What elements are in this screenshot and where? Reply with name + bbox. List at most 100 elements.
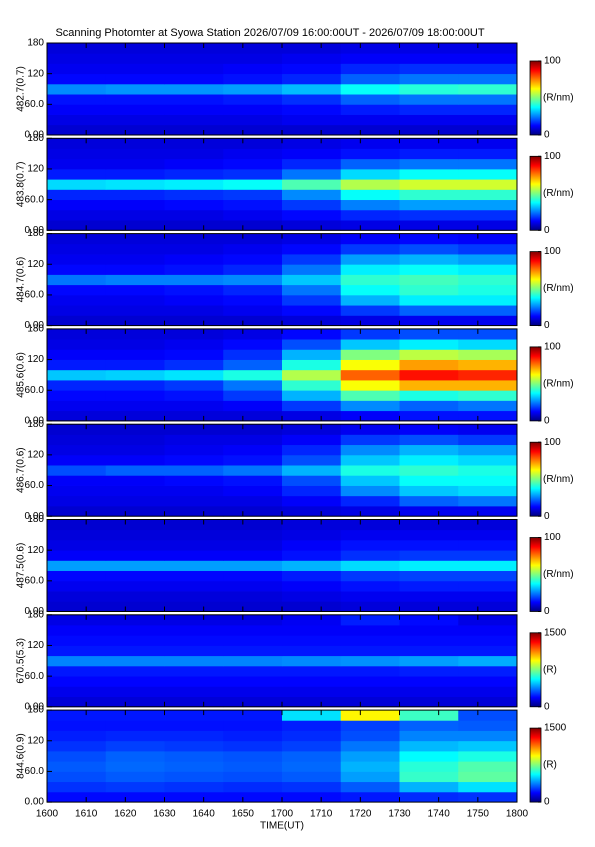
heat-cell — [340, 750, 400, 762]
heat-cell — [458, 591, 518, 602]
heat-cell — [223, 349, 283, 360]
y-tick-label: 60.0 — [25, 575, 45, 586]
heat-cell — [105, 294, 165, 306]
heat-cell — [164, 475, 224, 486]
heat-cell — [164, 53, 224, 64]
heat-cell — [282, 369, 342, 381]
heat-cell — [105, 43, 165, 54]
heat-cell — [282, 73, 342, 85]
heat-cell — [164, 730, 224, 742]
colorbar-tick-label: 100 — [544, 437, 561, 448]
y-tick-label: 60.0 — [25, 671, 45, 682]
heat-cell — [282, 94, 342, 105]
heat-cell — [223, 560, 283, 572]
heat-cell — [105, 529, 165, 541]
heat-cell — [399, 349, 459, 360]
heat-cell — [282, 665, 342, 677]
y-tick-label: 60.0 — [25, 290, 45, 301]
heat-cell — [105, 114, 165, 126]
heat-cell — [282, 580, 342, 592]
heat-cell — [164, 400, 224, 412]
heat-cell — [282, 220, 342, 231]
colorbar-tick-label: 0 — [544, 701, 550, 712]
heat-cell — [399, 138, 459, 149]
heat-cell — [223, 63, 283, 75]
colorbar-tick-label: 0 — [544, 320, 550, 331]
colorbar-label: (R/nm) — [543, 188, 574, 199]
heat-cell — [458, 220, 518, 231]
heat-cell — [47, 444, 107, 456]
heat-cell — [223, 614, 283, 626]
heat-cell — [399, 209, 459, 221]
y-tick-label: 60.0 — [25, 385, 45, 396]
heat-cell — [105, 444, 165, 456]
y-tick-label: 0.00 — [25, 511, 45, 522]
heat-cell — [47, 264, 107, 275]
heat-cell — [340, 43, 400, 54]
heat-cell — [282, 791, 342, 803]
heat-cell — [105, 168, 165, 180]
y-tick-label: 120 — [27, 164, 44, 175]
heat-cell — [164, 380, 224, 391]
heat-cell — [223, 625, 283, 636]
heat-cell — [282, 158, 342, 170]
x-tick-label: 1710 — [310, 809, 333, 820]
heat-cell — [223, 328, 283, 340]
heat-cell — [47, 475, 107, 486]
heat-cell — [47, 359, 107, 371]
heat-cell — [164, 390, 224, 401]
heat-cell — [458, 359, 518, 371]
heat-cell — [399, 676, 459, 687]
heat-cell — [164, 720, 224, 731]
heat-cell — [223, 505, 283, 517]
heat-cell — [105, 209, 165, 221]
heat-cell — [282, 676, 342, 687]
heat-cell — [164, 550, 224, 561]
y-tick-label: 0.00 — [25, 225, 45, 236]
heat-cell — [340, 63, 400, 75]
heat-cell — [282, 601, 342, 612]
y-tick-label: 120 — [27, 640, 44, 651]
heat-cell — [399, 274, 459, 286]
x-tick-label: 1740 — [428, 809, 451, 820]
heat-cell — [458, 339, 518, 350]
heat-cell — [105, 645, 165, 657]
heat-cell — [458, 400, 518, 412]
heat-cell — [105, 560, 165, 572]
heat-cell — [458, 104, 518, 115]
heat-cell — [340, 83, 400, 95]
heat-cell — [223, 158, 283, 170]
heat-cell — [47, 771, 107, 783]
heat-cell — [282, 505, 342, 517]
heat-cell — [47, 400, 107, 412]
heat-cell — [105, 676, 165, 687]
heat-cell — [399, 339, 459, 350]
heat-cell — [164, 359, 224, 371]
colorbar-label: (R/nm) — [543, 93, 574, 104]
heat-cell — [282, 591, 342, 602]
y-tick-label: 60.0 — [25, 99, 45, 110]
heat-cell — [164, 560, 224, 572]
heat-cell — [223, 570, 283, 582]
heat-cell — [399, 505, 459, 517]
heat-cell — [282, 264, 342, 275]
heat-cell — [399, 529, 459, 541]
heat-cell — [223, 720, 283, 731]
heat-cell — [340, 339, 400, 350]
heat-cell — [223, 485, 283, 497]
heat-cell — [282, 614, 342, 626]
heat-cell — [399, 124, 459, 136]
heat-cell — [47, 284, 107, 296]
colorbar-tick-label: 0 — [544, 225, 550, 236]
heat-cell — [47, 53, 107, 64]
heat-cell — [164, 750, 224, 762]
heat-cell — [223, 43, 283, 54]
heat-cell — [164, 233, 224, 245]
heat-cell — [399, 390, 459, 401]
heat-cell — [223, 104, 283, 115]
heat-cell — [282, 380, 342, 391]
heat-cell — [399, 465, 459, 476]
heat-cell — [164, 771, 224, 783]
heat-cell — [399, 410, 459, 422]
